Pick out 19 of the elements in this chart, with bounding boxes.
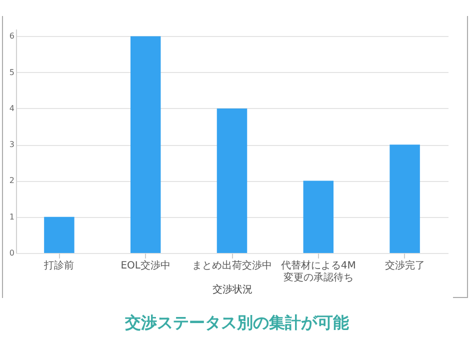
x-tick-label: EOL交渉中 bbox=[120, 260, 170, 272]
y-tick-label: 1 bbox=[9, 212, 14, 222]
bar bbox=[216, 108, 248, 253]
x-axis-title: 交渉状況 bbox=[212, 284, 252, 296]
bar bbox=[130, 36, 161, 253]
x-tick-label: 打診前 bbox=[43, 260, 74, 272]
bar bbox=[44, 216, 74, 253]
x-tick-label: 代替材による4M変更の承認待ち bbox=[280, 260, 356, 284]
y-tick-label: 6 bbox=[9, 32, 14, 41]
y-tick-label: 4 bbox=[9, 104, 14, 113]
y-tick-label: 3 bbox=[9, 140, 14, 150]
x-tick-label: 交渉完了 bbox=[384, 260, 425, 272]
text: 交渉ステータス別の集計が可能 bbox=[124, 313, 350, 334]
y-tick-label: 5 bbox=[9, 68, 14, 77]
bar bbox=[390, 144, 420, 253]
bar bbox=[303, 180, 334, 253]
x-tick-label: まとめ出荷交渉中 bbox=[192, 260, 272, 272]
y-tick-label: 0 bbox=[9, 248, 14, 258]
y-tick-label: 2 bbox=[9, 176, 14, 186]
